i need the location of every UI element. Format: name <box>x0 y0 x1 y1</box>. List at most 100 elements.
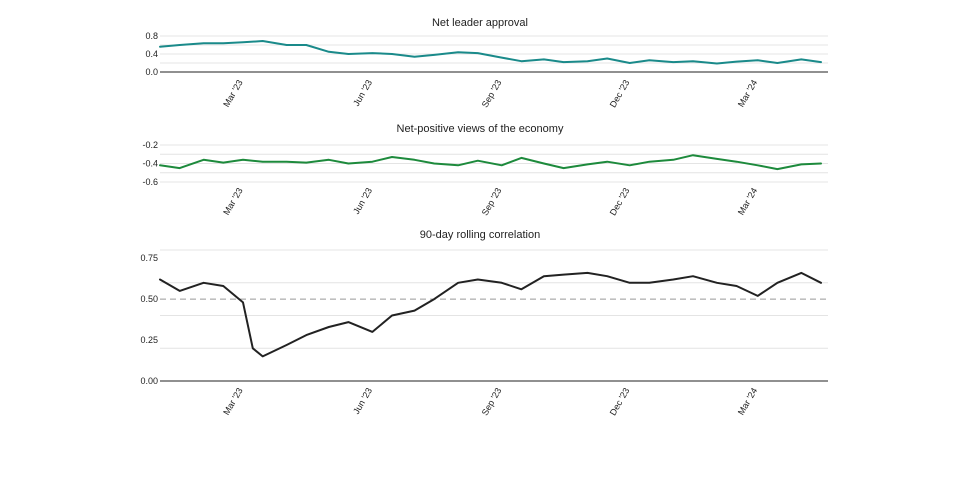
data-point <box>477 278 479 281</box>
data-point <box>716 158 718 160</box>
x-tick-label: Jun '23 <box>351 78 374 108</box>
series-line <box>159 40 822 65</box>
data-point <box>222 285 224 287</box>
data-point <box>606 161 608 163</box>
x-tick-label: Dec '23 <box>608 186 632 217</box>
data-point <box>586 60 589 62</box>
data-point <box>347 162 350 165</box>
data-point <box>757 295 759 297</box>
data-point <box>501 57 503 59</box>
data-point <box>222 42 224 44</box>
data-point <box>606 275 608 277</box>
data-point <box>820 61 822 63</box>
data-point <box>543 58 545 61</box>
data-point <box>457 282 459 284</box>
data-point <box>179 167 181 169</box>
data-point <box>735 61 738 63</box>
data-point <box>262 40 264 42</box>
x-tick-label: Dec '23 <box>608 386 632 417</box>
data-point <box>629 62 631 64</box>
data-point <box>159 164 161 166</box>
data-point <box>305 44 307 46</box>
data-point <box>159 46 161 48</box>
y-tick-label: 0.50 <box>140 294 158 304</box>
x-tick-label: Mar '24 <box>736 78 760 109</box>
y-tick-label: -0.6 <box>142 177 158 187</box>
data-point <box>800 163 802 166</box>
data-point <box>648 59 650 61</box>
data-point <box>159 278 161 281</box>
data-point <box>262 161 264 163</box>
x-tick-label: Dec '23 <box>608 78 632 109</box>
data-point <box>242 159 244 161</box>
data-point <box>371 52 373 54</box>
data-point <box>413 159 416 161</box>
chart-title: Net-positive views of the economy <box>397 123 564 135</box>
data-point <box>252 347 254 349</box>
x-tick-label: Mar '23 <box>221 386 245 417</box>
data-point <box>735 285 738 287</box>
data-point <box>347 321 350 323</box>
data-point <box>672 159 674 161</box>
data-point <box>457 164 459 166</box>
data-point <box>672 61 674 63</box>
data-point <box>716 282 718 284</box>
data-point <box>242 301 244 303</box>
data-point <box>543 275 545 277</box>
data-point <box>328 51 330 53</box>
data-point <box>433 162 435 165</box>
data-point <box>202 282 205 284</box>
y-tick-label: 0.4 <box>145 49 158 59</box>
data-point <box>328 159 330 161</box>
data-point <box>543 162 545 165</box>
data-point <box>757 59 759 61</box>
data-point <box>563 61 565 63</box>
data-point <box>371 161 373 163</box>
data-point <box>477 160 479 162</box>
data-point <box>477 52 479 54</box>
series-line <box>159 154 822 171</box>
data-point <box>413 309 416 312</box>
data-point <box>563 167 565 169</box>
data-point <box>629 282 631 284</box>
data-point <box>520 288 523 290</box>
data-point <box>202 159 205 161</box>
data-point <box>371 331 373 333</box>
data-point <box>692 60 694 62</box>
data-point <box>716 62 718 65</box>
data-point <box>457 51 459 53</box>
x-tick-label: Sep '23 <box>480 78 504 109</box>
data-point <box>648 282 650 284</box>
data-point <box>586 272 589 274</box>
data-point <box>800 272 802 274</box>
data-point <box>820 282 822 284</box>
data-point <box>648 161 650 163</box>
data-point <box>776 282 778 284</box>
y-tick-label: -0.2 <box>142 140 158 150</box>
data-point <box>413 56 416 58</box>
x-tick-label: Mar '24 <box>736 186 760 217</box>
y-tick-label: 0.0 <box>145 67 158 77</box>
x-tick-label: Jun '23 <box>351 186 374 216</box>
data-point <box>800 58 802 61</box>
data-point <box>606 57 608 60</box>
data-point <box>262 355 264 358</box>
y-tick-label: 0.75 <box>140 253 158 263</box>
data-point <box>285 161 288 163</box>
y-tick-label: 0.8 <box>145 31 158 41</box>
x-tick-label: Mar '23 <box>221 186 245 217</box>
data-point <box>242 41 244 43</box>
data-point <box>757 164 759 166</box>
data-point <box>285 344 288 346</box>
data-point <box>179 44 181 46</box>
data-point <box>347 53 350 55</box>
chart-title: Net leader approval <box>432 17 528 29</box>
series-line <box>159 271 822 358</box>
data-point <box>501 164 503 166</box>
y-tick-label: -0.4 <box>142 159 158 169</box>
x-tick-label: Sep '23 <box>480 186 504 217</box>
data-point <box>222 161 224 164</box>
y-tick-label: 0.25 <box>140 335 158 345</box>
data-point <box>433 54 435 56</box>
